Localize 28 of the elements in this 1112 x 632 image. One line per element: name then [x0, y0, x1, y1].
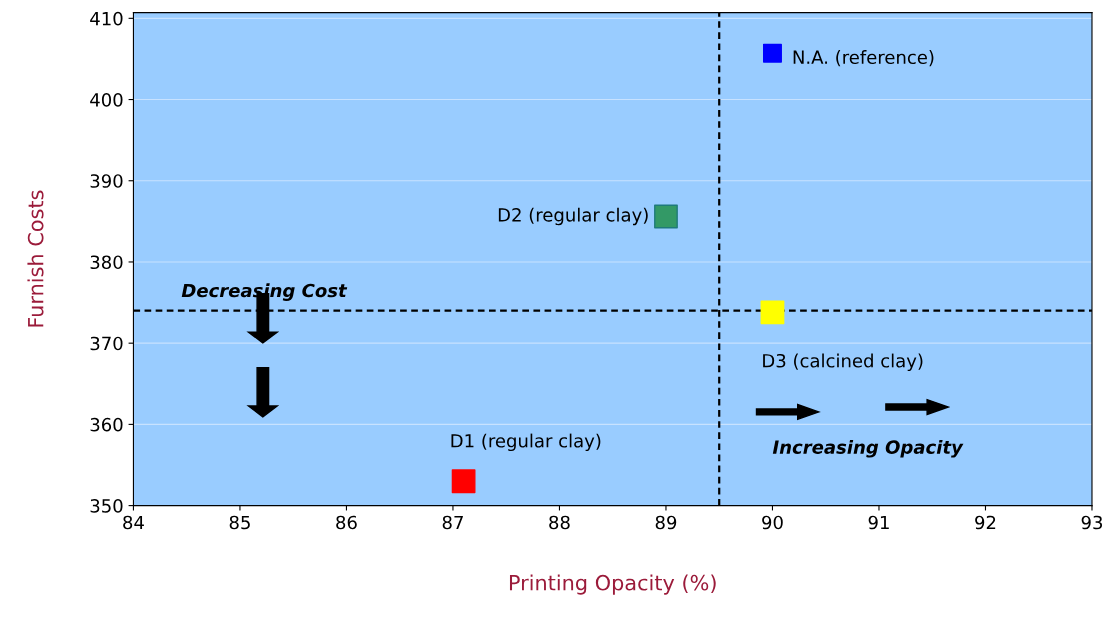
y-tick-label: 370 [90, 336, 123, 351]
x-tick-label: 89 [655, 515, 677, 530]
y-tick-label: 360 [90, 417, 123, 432]
series-label: N.A. (reference) [793, 50, 934, 67]
x-tick-label: 86 [336, 515, 357, 530]
y-tick-label: 400 [90, 93, 123, 107]
y-tick-label: 390 [90, 174, 123, 188]
x-tick-label: 88 [549, 515, 570, 530]
x-tick-label: 85 [229, 515, 250, 530]
x-tick-label: 84 [123, 515, 144, 530]
y-axis-title: Furnish Costs [27, 190, 44, 327]
x-tick-label: 93 [1081, 515, 1103, 530]
point [760, 300, 785, 325]
x-tick-label: 87 [442, 515, 463, 530]
point [762, 43, 782, 63]
point [654, 204, 678, 229]
y-tick-label: 350 [90, 499, 123, 513]
x-tick-label: 91 [868, 515, 889, 530]
point [451, 469, 476, 494]
y-tick-label: 380 [90, 255, 123, 270]
series-label: D2 (regular clay) [498, 207, 648, 226]
x-tick-label: 92 [975, 515, 996, 530]
ref-line-label: Increasing Opacity [772, 439, 964, 458]
x-axis-title: Printing Opacity (%) [509, 574, 716, 595]
y-tick-label: 410 [90, 11, 123, 26]
series-label: D1 (regular clay) [451, 433, 601, 452]
x-tick-label: 90 [762, 515, 783, 530]
series-label: D3 (calcined clay) [763, 353, 923, 372]
